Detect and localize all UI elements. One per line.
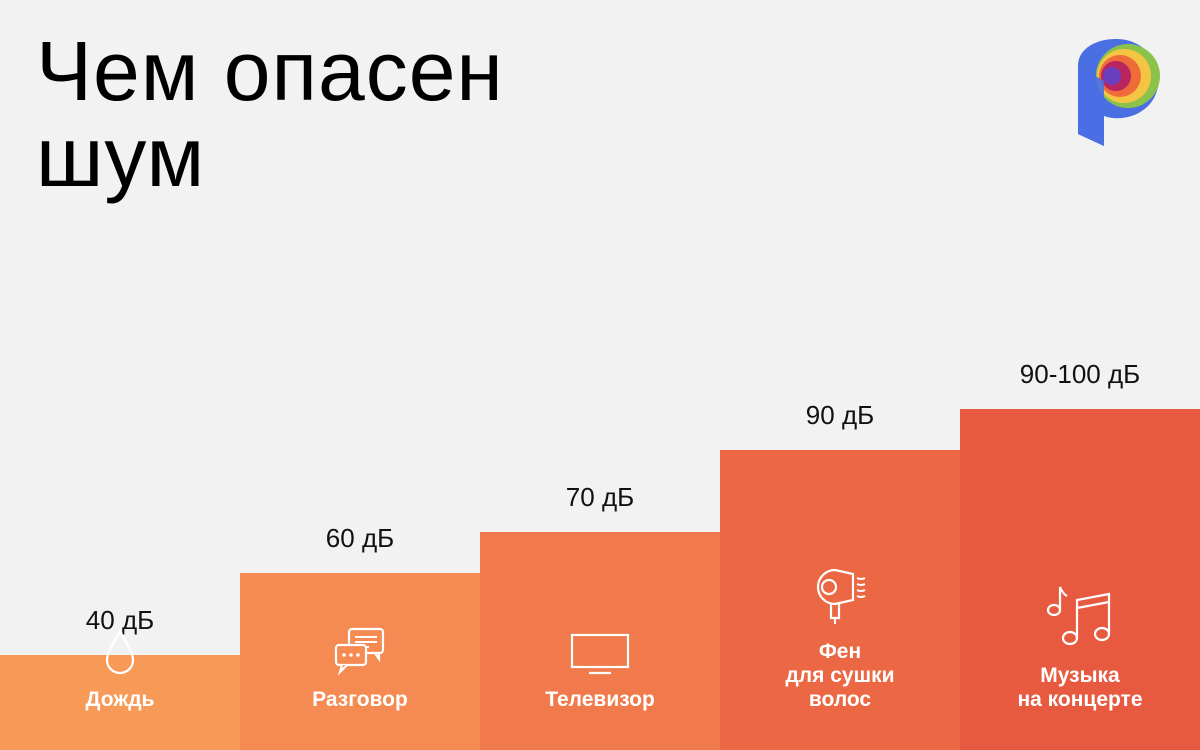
- bar-3: [480, 532, 720, 750]
- chat-bubbles-icon: [333, 626, 387, 681]
- bar-category-label-2: Разговор: [312, 688, 408, 711]
- bar-category-label-3: Телевизор: [545, 688, 655, 711]
- raindrop-icon: [103, 628, 137, 681]
- bar-value-label-2: 60 дБ: [325, 523, 395, 553]
- bar-1: [0, 655, 240, 750]
- bar-category-label-1: Дождь: [85, 688, 155, 711]
- tv-icon: [569, 632, 631, 681]
- bar-5: [960, 409, 1200, 750]
- bar-4: [720, 450, 960, 750]
- bar-value-label-4: 90 дБ: [805, 400, 875, 430]
- page-title: Чем опасен шум: [36, 28, 504, 200]
- bar-category-label-5: Музыка на концерте: [1017, 664, 1143, 711]
- brand-logo-icon: [1078, 39, 1160, 146]
- title-line-1: Чем опасен: [36, 24, 504, 118]
- title-line-2: шум: [36, 110, 206, 204]
- music-notes-icon: [1043, 584, 1117, 655]
- hair-dryer-icon: [807, 566, 873, 631]
- bar-value-label-3: 70 дБ: [565, 482, 635, 512]
- bar-value-label-5: 90-100 дБ: [1019, 359, 1141, 389]
- bar-category-label-4: Фен для сушки волос: [785, 640, 895, 711]
